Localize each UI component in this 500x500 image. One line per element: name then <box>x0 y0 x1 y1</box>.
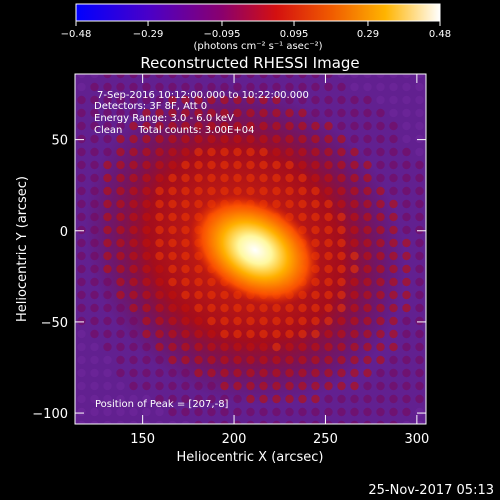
colorbar-tick-label: 0.48 <box>429 29 451 40</box>
annotation-clean-counts: Clean Total counts: 3.00E+04 <box>94 125 254 136</box>
colorbar-tick-label: 0.095 <box>280 29 309 40</box>
x-axis-ticks: 150 200 250 300 <box>130 74 429 447</box>
plot-frame <box>74 73 427 425</box>
colorbar-tick-label: −0.095 <box>203 29 240 40</box>
y-tick-label: −100 <box>32 407 68 422</box>
heatmap-image <box>75 74 426 424</box>
colorbar-ticks: −0.48 −0.29 −0.095 0.095 0.29 0.48 <box>61 21 451 40</box>
annotation-detectors: Detectors: 3F 8F, Att 0 <box>94 101 207 112</box>
x-tick-label: 150 <box>130 432 155 447</box>
chart-title: Reconstructed RHESSI Image <box>140 54 359 72</box>
x-tick-label: 250 <box>313 432 338 447</box>
x-axis-label: Heliocentric X (arcsec) <box>177 450 324 465</box>
peak-position-label: Position of Peak = [207,-8] <box>95 399 229 410</box>
annotation-block: 7-Sep-2016 10:12:00.000 to 10:22:00.000 … <box>94 90 309 136</box>
annotation-time-range: 7-Sep-2016 10:12:00.000 to 10:22:00.000 <box>97 90 309 101</box>
x-tick-label: 300 <box>404 432 429 447</box>
y-tick-label: 50 <box>51 134 68 149</box>
y-axis-ticks: −100 −50 0 50 <box>32 134 426 422</box>
annotation-energy-range: Energy Range: 3.0 - 6.0 keV <box>94 113 234 124</box>
x-tick-label: 200 <box>222 432 247 447</box>
footer-timestamp: 25-Nov-2017 05:13 <box>368 483 494 498</box>
colorbar-tick-label: −0.29 <box>133 29 164 40</box>
y-tick-label: 0 <box>60 225 68 240</box>
y-axis-label: Heliocentric Y (arcsec) <box>15 176 30 322</box>
colorbar-unit-label: (photons cm⁻² s⁻¹ asec⁻²) <box>193 41 322 52</box>
y-tick-label: −50 <box>41 316 68 331</box>
colorbar <box>75 3 441 22</box>
colorbar-tick-label: −0.48 <box>61 29 92 40</box>
colorbar-tick-label: 0.29 <box>357 29 379 40</box>
